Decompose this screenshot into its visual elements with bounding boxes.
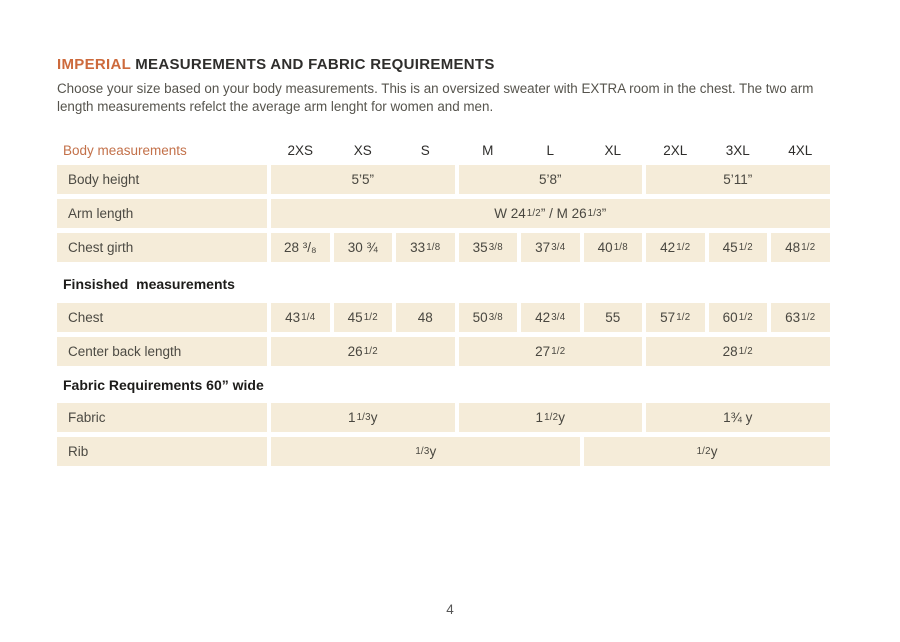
row-label: Body height xyxy=(57,165,267,195)
page-title: IMPERIAL MEASUREMENTS AND FABRIC REQUIRE… xyxy=(57,56,831,73)
chest-girth-xl: 40 1/8 xyxy=(583,233,642,263)
table-row-body-height: Body height 5’5” 5’8” 5’11” xyxy=(57,165,831,195)
row-label: Chest girth xyxy=(57,233,267,263)
center-back-group-3: 28 1/2 xyxy=(646,337,830,367)
row-label: Chest xyxy=(57,303,267,333)
page-title-accent: IMPERIAL xyxy=(57,56,131,73)
table-row-fabric: Fabric 1 1/3 y 1 1/2 y 1¾ y xyxy=(57,403,831,433)
chest-girth-2xl: 42 1/2 xyxy=(646,233,705,263)
corner-label: Body measurements xyxy=(63,142,187,158)
rib-group-2: 1/2 y xyxy=(583,437,830,467)
chest-girth-3xl: 45 1/2 xyxy=(708,233,767,263)
row-label: Fabric xyxy=(57,403,267,433)
chest-girth-l: 37 3/4 xyxy=(521,233,580,263)
chest-l: 42 3/4 xyxy=(521,303,580,333)
table-row-rib: Rib 1/3 y 1/2 y xyxy=(57,437,831,467)
chest-girth-4xl: 48 1/2 xyxy=(771,233,830,263)
size-header-3xl: 3XL xyxy=(725,142,750,158)
fabric-group-1: 1 1/3 y xyxy=(271,403,455,433)
table-row-arm-length: Arm length W 24 1/2” / M 26 1/3” xyxy=(57,199,831,229)
page-title-rest: MEASUREMENTS AND FABRIC REQUIREMENTS xyxy=(130,56,495,73)
chest-m: 50 3/8 xyxy=(458,303,517,333)
center-back-group-1: 26 1/2 xyxy=(271,337,455,367)
size-header-2xs: 2XS xyxy=(287,142,314,158)
body-height-group-3: 5’11” xyxy=(646,165,830,195)
table-row-center-back-length: Center back length 26 1/2 27 1/2 28 1/2 xyxy=(57,337,831,367)
intro-text: Choose your size based on your body meas… xyxy=(57,81,814,115)
chest-xl: 55 xyxy=(583,303,642,333)
chest-2xs: 43 1/4 xyxy=(271,303,330,333)
table-header-row: Body measurements 2XS XS S M L XL 2XL 3X… xyxy=(57,140,831,160)
chest-xs: 45 1/2 xyxy=(333,303,392,333)
size-header-m: M xyxy=(482,142,494,158)
size-header-s: S xyxy=(420,142,430,158)
rib-group-1: 1/3 y xyxy=(271,437,580,467)
arm-length-value: W 24 1/2” / M 26 1/3” xyxy=(271,199,830,229)
fabric-group-2: 1 1/2 y xyxy=(458,403,642,433)
chest-girth-m: 35 3/8 xyxy=(458,233,517,263)
table-row-chest-girth: Chest girth 28 ³/₈ 30 ¾ 33 1/8 35 3/8 37… xyxy=(57,233,831,263)
page-number: 4 xyxy=(446,602,454,617)
chest-4xl: 63 1/2 xyxy=(771,303,830,333)
body-height-group-1: 5’5” xyxy=(271,165,455,195)
body-height-group-2: 5’8” xyxy=(458,165,642,195)
chest-s: 48 xyxy=(396,303,455,333)
chest-girth-xs: 30 ¾ xyxy=(333,233,392,263)
size-header-2xl: 2XL xyxy=(663,142,688,158)
section-title-fabric-requirements: Fabric Requirements 60” wide xyxy=(63,376,264,393)
row-label: Rib xyxy=(57,437,267,467)
row-label: Center back length xyxy=(57,337,267,367)
section-title-finished-measurements: Finsished measurements xyxy=(63,275,235,292)
size-header-l: L xyxy=(546,142,554,158)
chest-2xl: 57 1/2 xyxy=(646,303,705,333)
page-content: IMPERIAL MEASUREMENTS AND FABRIC REQUIRE… xyxy=(57,56,831,467)
fabric-group-3: 1¾ y xyxy=(646,403,830,433)
table-row-chest: Chest 43 1/4 45 1/2 48 50 3/8 42 3/4 55 … xyxy=(57,303,831,333)
chest-3xl: 60 1/2 xyxy=(708,303,767,333)
size-header-4xl: 4XL xyxy=(788,142,813,158)
center-back-group-2: 27 1/2 xyxy=(458,337,642,367)
chest-girth-s: 33 1/8 xyxy=(396,233,455,263)
size-header-xl: XL xyxy=(604,142,621,158)
chest-girth-2xs: 28 ³/₈ xyxy=(271,233,330,263)
size-header-xs: XS xyxy=(353,142,372,158)
row-label: Arm length xyxy=(57,199,267,229)
